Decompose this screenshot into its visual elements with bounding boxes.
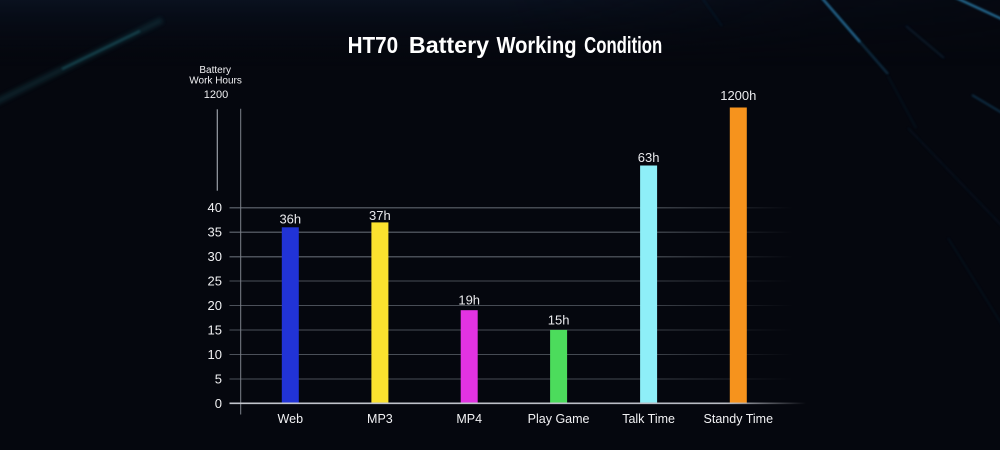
svg-text:1200: 1200 [204, 89, 228, 101]
svg-text:Battery: Battery [199, 65, 231, 76]
svg-text:Talk Time: Talk Time [622, 412, 675, 426]
svg-text:Work Hours: Work Hours [189, 76, 242, 87]
svg-text:MP3: MP3 [367, 412, 393, 426]
svg-text:1200h: 1200h [720, 88, 756, 103]
svg-text:37h: 37h [369, 208, 391, 223]
svg-text:Battery: Battery [409, 32, 489, 58]
svg-text:Play Game: Play Game [528, 412, 590, 426]
svg-text:HT70: HT70 [348, 32, 399, 59]
svg-text:Web: Web [278, 412, 304, 426]
svg-text:35: 35 [208, 225, 222, 240]
svg-text:0: 0 [215, 396, 222, 411]
svg-text:20: 20 [208, 298, 222, 313]
svg-text:Standy Time: Standy Time [704, 412, 774, 426]
svg-text:15h: 15h [548, 313, 570, 328]
svg-text:Condition: Condition [584, 33, 662, 58]
svg-text:25: 25 [208, 274, 222, 289]
svg-text:10: 10 [208, 347, 222, 362]
svg-text:40: 40 [208, 200, 222, 215]
svg-text:15: 15 [208, 322, 222, 337]
svg-text:Working: Working [496, 31, 576, 58]
svg-text:63h: 63h [638, 150, 660, 165]
svg-text:5: 5 [215, 371, 222, 386]
svg-text:MP4: MP4 [456, 412, 482, 426]
svg-text:36h: 36h [279, 212, 301, 227]
svg-text:30: 30 [208, 249, 222, 264]
svg-text:19h: 19h [458, 293, 480, 308]
